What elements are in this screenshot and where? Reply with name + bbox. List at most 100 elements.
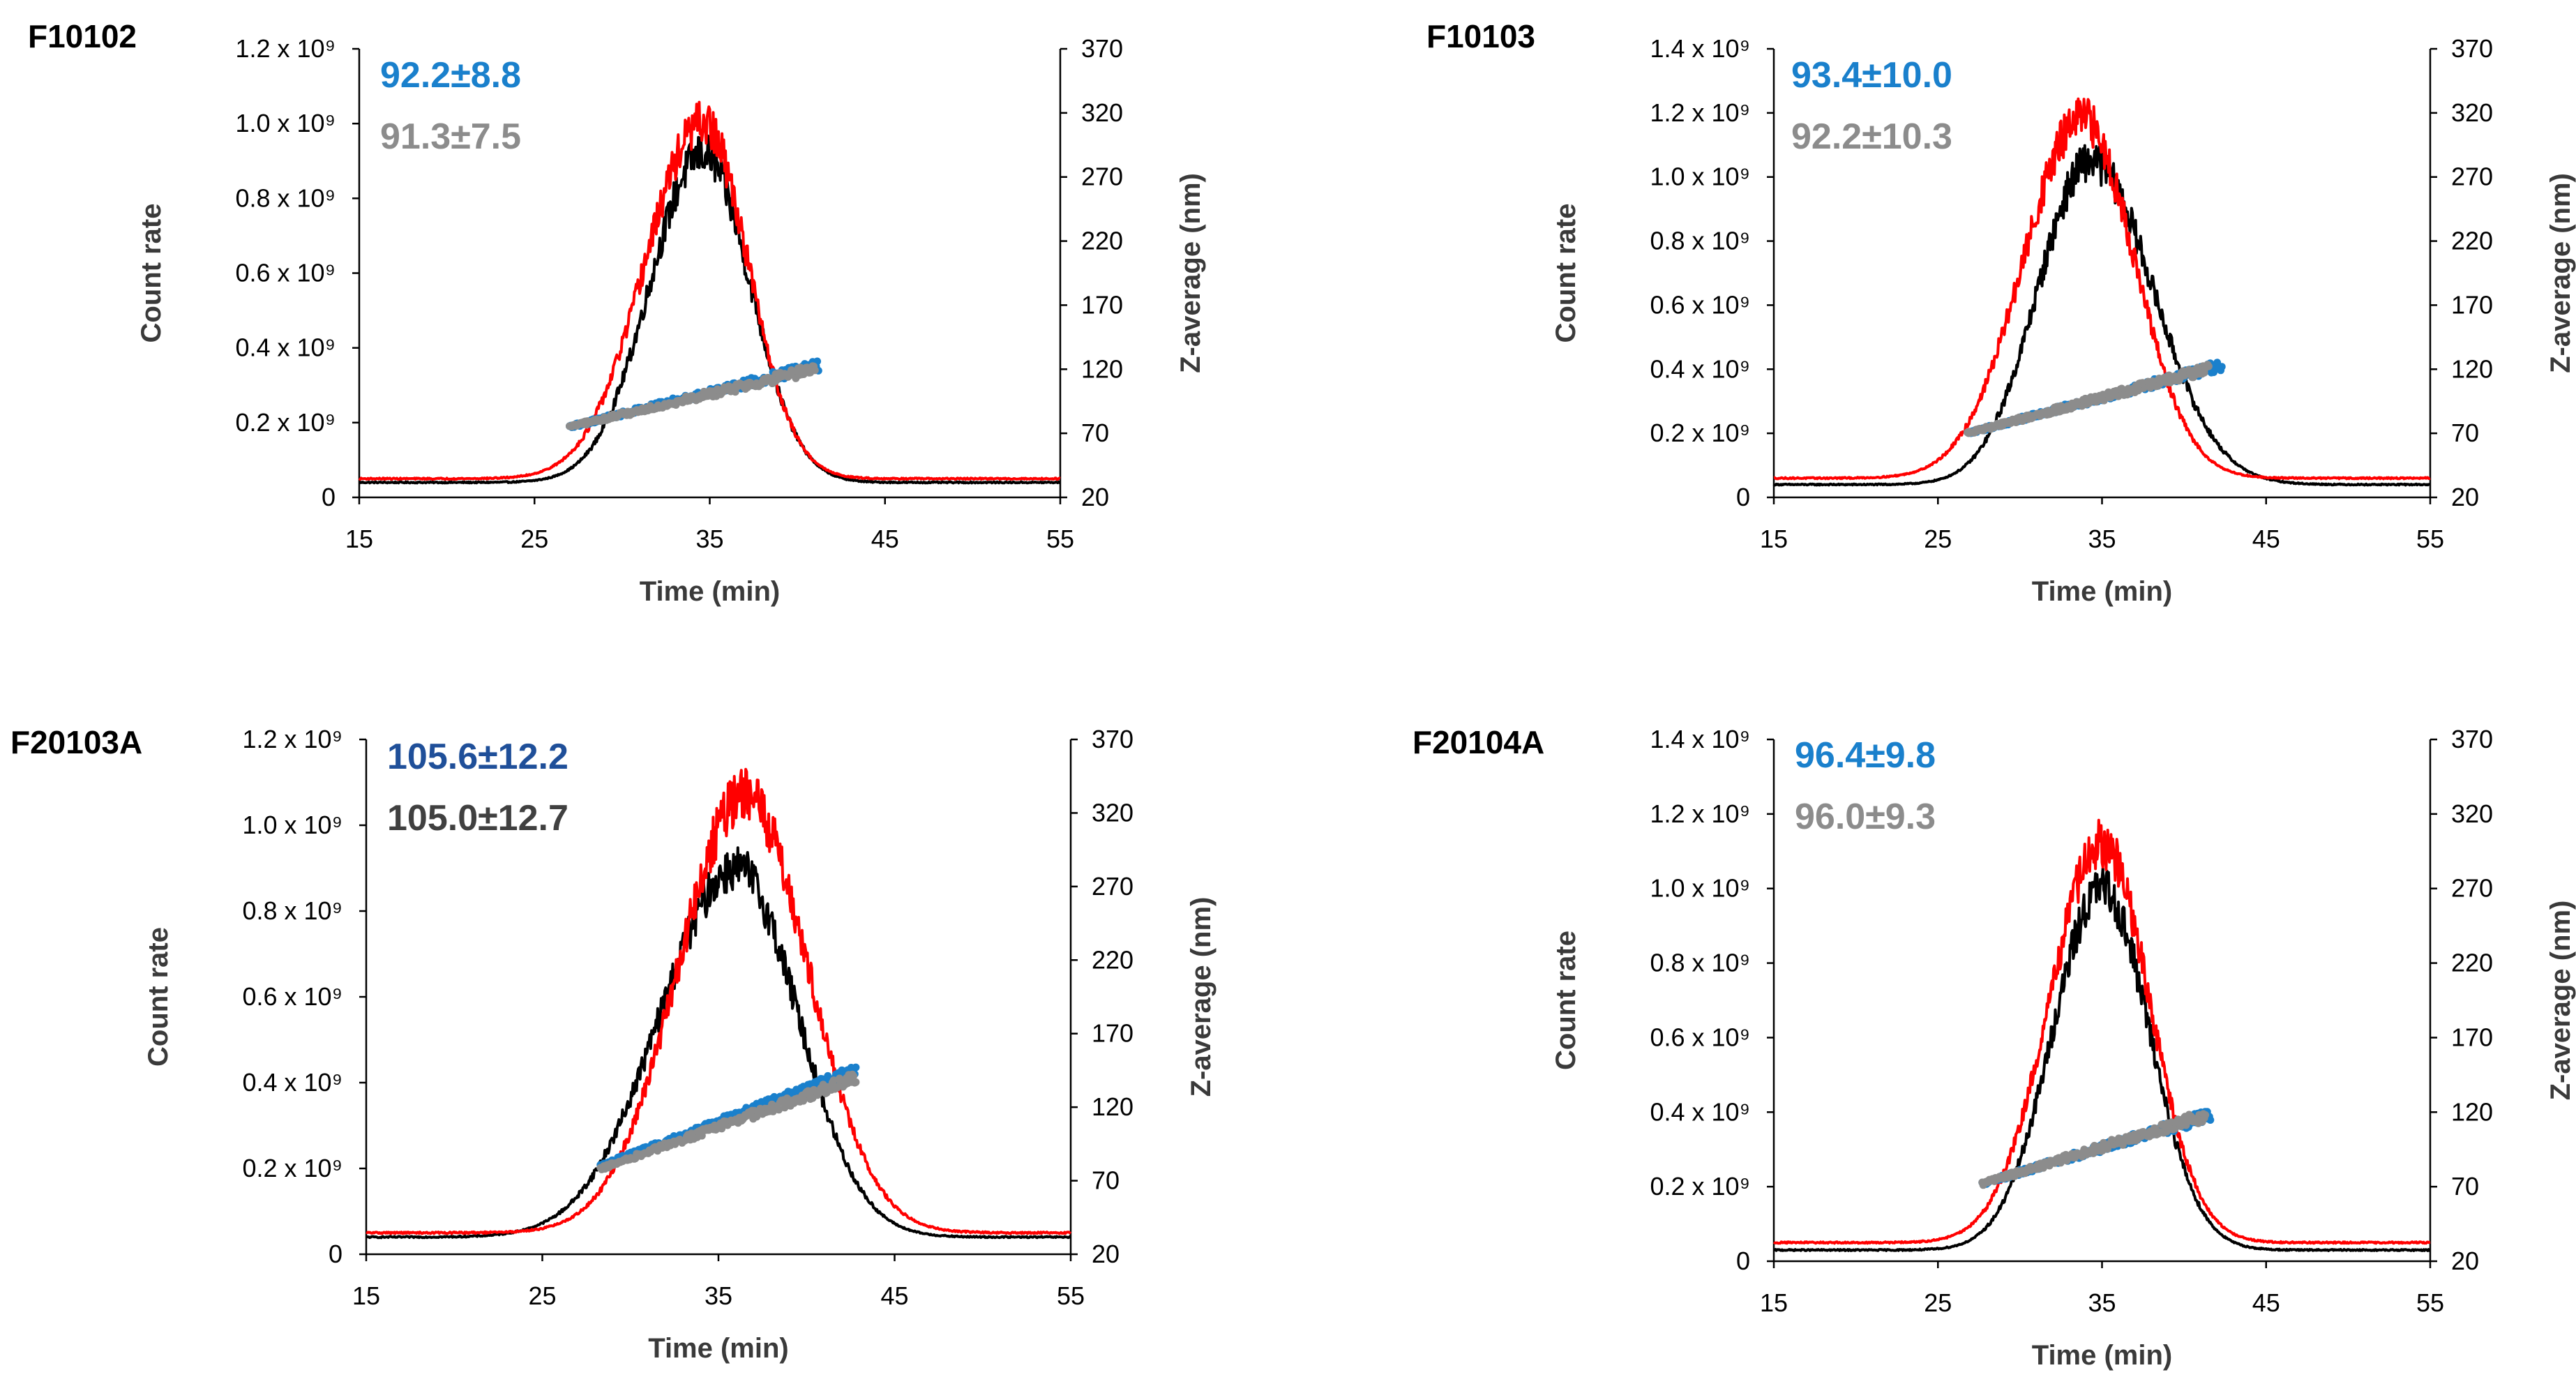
y2-tick-label: 170 (2451, 290, 2493, 319)
count-rate-trace-000000 (1772, 144, 2431, 487)
z-average-point (2162, 1127, 2171, 1136)
y2-tick-label: 220 (2451, 949, 2493, 977)
y-axis-title: Count rate (1551, 204, 1581, 343)
y-tick-label: 1.2 x 10⁹ (1650, 799, 1750, 828)
x-tick-label: 55 (2416, 525, 2444, 553)
y-tick-label: 0.4 x 10⁹ (1650, 354, 1750, 383)
y2-tick-label: 20 (2451, 1247, 2479, 1275)
count-rate-trace-000000 (366, 846, 1072, 1240)
y2-tick-label: 120 (2451, 354, 2493, 383)
y-tick-label: 0 (1736, 1247, 1750, 1275)
x-tick-label: 35 (2088, 1288, 2116, 1317)
y2-tick-label: 370 (2451, 725, 2493, 753)
panel-label: F20104A (1413, 724, 1544, 760)
stat-annotation: 96.0±9.3 (1795, 797, 1936, 837)
y2-tick-label: 70 (1092, 1166, 1120, 1195)
y2-tick-label: 70 (2451, 419, 2479, 447)
x-axis-title: Time (min) (2032, 1340, 2173, 1371)
z-average-point (2217, 363, 2226, 371)
y2-tick-label: 20 (1092, 1240, 1120, 1268)
y2-tick-label: 320 (1081, 98, 1123, 127)
x-tick-label: 45 (2252, 1288, 2280, 1317)
y2-tick-label: 120 (1092, 1092, 1133, 1121)
y2-tick-label: 270 (1081, 163, 1123, 191)
chart-panel-f10103: F10103 0 0.2 x 10⁹ 0.4 x 10⁹ 0.6 x 10⁹ 0.8 x … (1426, 18, 2576, 607)
y-tick-label: 1.0 x 10⁹ (1650, 874, 1750, 903)
z-average-point (852, 1063, 860, 1071)
x-tick-label: 45 (871, 525, 899, 553)
y-tick-label: 1.2 x 10⁹ (235, 34, 336, 63)
stat-annotation: 92.2±8.8 (380, 55, 521, 96)
y2-tick-label: 320 (2451, 799, 2493, 828)
y-tick-label: 0.8 x 10⁹ (235, 183, 336, 212)
y-tick-label: 0.2 x 10⁹ (235, 408, 336, 437)
count-rate-trace-000000 (358, 134, 1061, 485)
y-tick-label: 0.8 x 10⁹ (1650, 949, 1750, 977)
y2-tick-label: 20 (1081, 483, 1109, 511)
y2-axis-title: Z-average (nm) (2545, 901, 2576, 1101)
y-tick-label: 0.6 x 10⁹ (1650, 290, 1750, 319)
y2-tick-label: 220 (1081, 227, 1123, 255)
y-tick-label: 0.2 x 10⁹ (1650, 1172, 1750, 1201)
chart-panel-f20103a: F20103A 0 0.2 x 10⁹ 0.4 x 10⁹ 0.6 x 10⁹ 0.8 x… (10, 724, 1217, 1364)
y-tick-label: 0.4 x 10⁹ (1650, 1097, 1750, 1126)
y-tick-label: 0.4 x 10⁹ (242, 1068, 342, 1097)
y2-axis-title: Z-average (nm) (1186, 897, 1217, 1097)
x-axis-title: Time (min) (2032, 576, 2173, 607)
x-tick-label: 55 (1046, 525, 1074, 553)
y2-tick-label: 220 (2451, 227, 2493, 255)
y2-tick-label: 370 (1092, 725, 1133, 753)
y2-tick-label: 320 (2451, 98, 2493, 127)
stat-annotation: 91.3±7.5 (380, 116, 521, 157)
panel-label: F10102 (28, 18, 137, 54)
y-tick-label: 0.8 x 10⁹ (242, 896, 342, 925)
y-tick-label: 0.6 x 10⁹ (1650, 1023, 1750, 1051)
x-tick-label: 35 (2088, 525, 2116, 553)
y2-axis-title: Z-average (nm) (2545, 173, 2576, 373)
y-axis-title: Count rate (136, 204, 167, 343)
y-tick-label: 0.4 x 10⁹ (235, 333, 336, 362)
z-average-point (2201, 1111, 2210, 1119)
y2-tick-label: 120 (2451, 1097, 2493, 1126)
x-tick-label: 25 (1924, 1288, 1952, 1317)
y2-tick-label: 370 (1081, 34, 1123, 63)
stat-annotation: 92.2±10.3 (1791, 116, 1952, 157)
z-average-points-8c8c8c (1978, 1110, 2210, 1189)
y2-tick-label: 320 (1092, 798, 1133, 827)
y-tick-label: 1.0 x 10⁹ (1650, 163, 1750, 191)
y2-tick-label: 170 (1092, 1019, 1133, 1048)
y2-tick-label: 270 (1092, 872, 1133, 901)
x-tick-label: 45 (2252, 525, 2280, 553)
y-tick-label: 0.6 x 10⁹ (235, 259, 336, 287)
count-rate-trace-ff0000 (366, 767, 1072, 1235)
x-axis-title: Time (min) (648, 1333, 789, 1364)
y2-axis-title: Z-average (nm) (1175, 173, 1206, 373)
y-tick-label: 1.4 x 10⁹ (1650, 725, 1750, 753)
x-axis-title: Time (min) (640, 576, 781, 607)
count-rate-trace-ff0000 (358, 100, 1061, 481)
y2-tick-label: 370 (2451, 34, 2493, 63)
y-axis-title: Count rate (143, 927, 174, 1067)
x-tick-label: 35 (705, 1281, 732, 1310)
y-tick-label: 0 (1736, 483, 1750, 511)
z-average-points-8c8c8c (1964, 361, 2213, 437)
z-average-point (2204, 362, 2213, 370)
y-tick-label: 0.2 x 10⁹ (242, 1154, 342, 1182)
y-tick-label: 1.0 x 10⁹ (235, 109, 336, 137)
x-tick-label: 55 (2416, 1288, 2444, 1317)
x-tick-label: 15 (352, 1281, 380, 1310)
x-tick-label: 25 (520, 525, 548, 553)
y2-tick-label: 270 (2451, 874, 2493, 903)
x-tick-label: 25 (1924, 525, 1952, 553)
count-rate-trace-ff0000 (1772, 818, 2431, 1245)
x-tick-label: 45 (880, 1281, 908, 1310)
y2-tick-label: 70 (2451, 1172, 2479, 1201)
y2-tick-label: 270 (2451, 163, 2493, 191)
y2-tick-label: 220 (1092, 945, 1133, 974)
chart-panel-f20104a: F20104A 0 0.2 x 10⁹ 0.4 x 10⁹ 0.6 x 10⁹ 0.8 x… (1413, 724, 2576, 1371)
y-tick-label: 1.2 x 10⁹ (242, 725, 342, 753)
y-tick-label: 0.8 x 10⁹ (1650, 227, 1750, 255)
y-tick-label: 0.2 x 10⁹ (1650, 419, 1750, 447)
x-tick-label: 15 (1760, 525, 1788, 553)
